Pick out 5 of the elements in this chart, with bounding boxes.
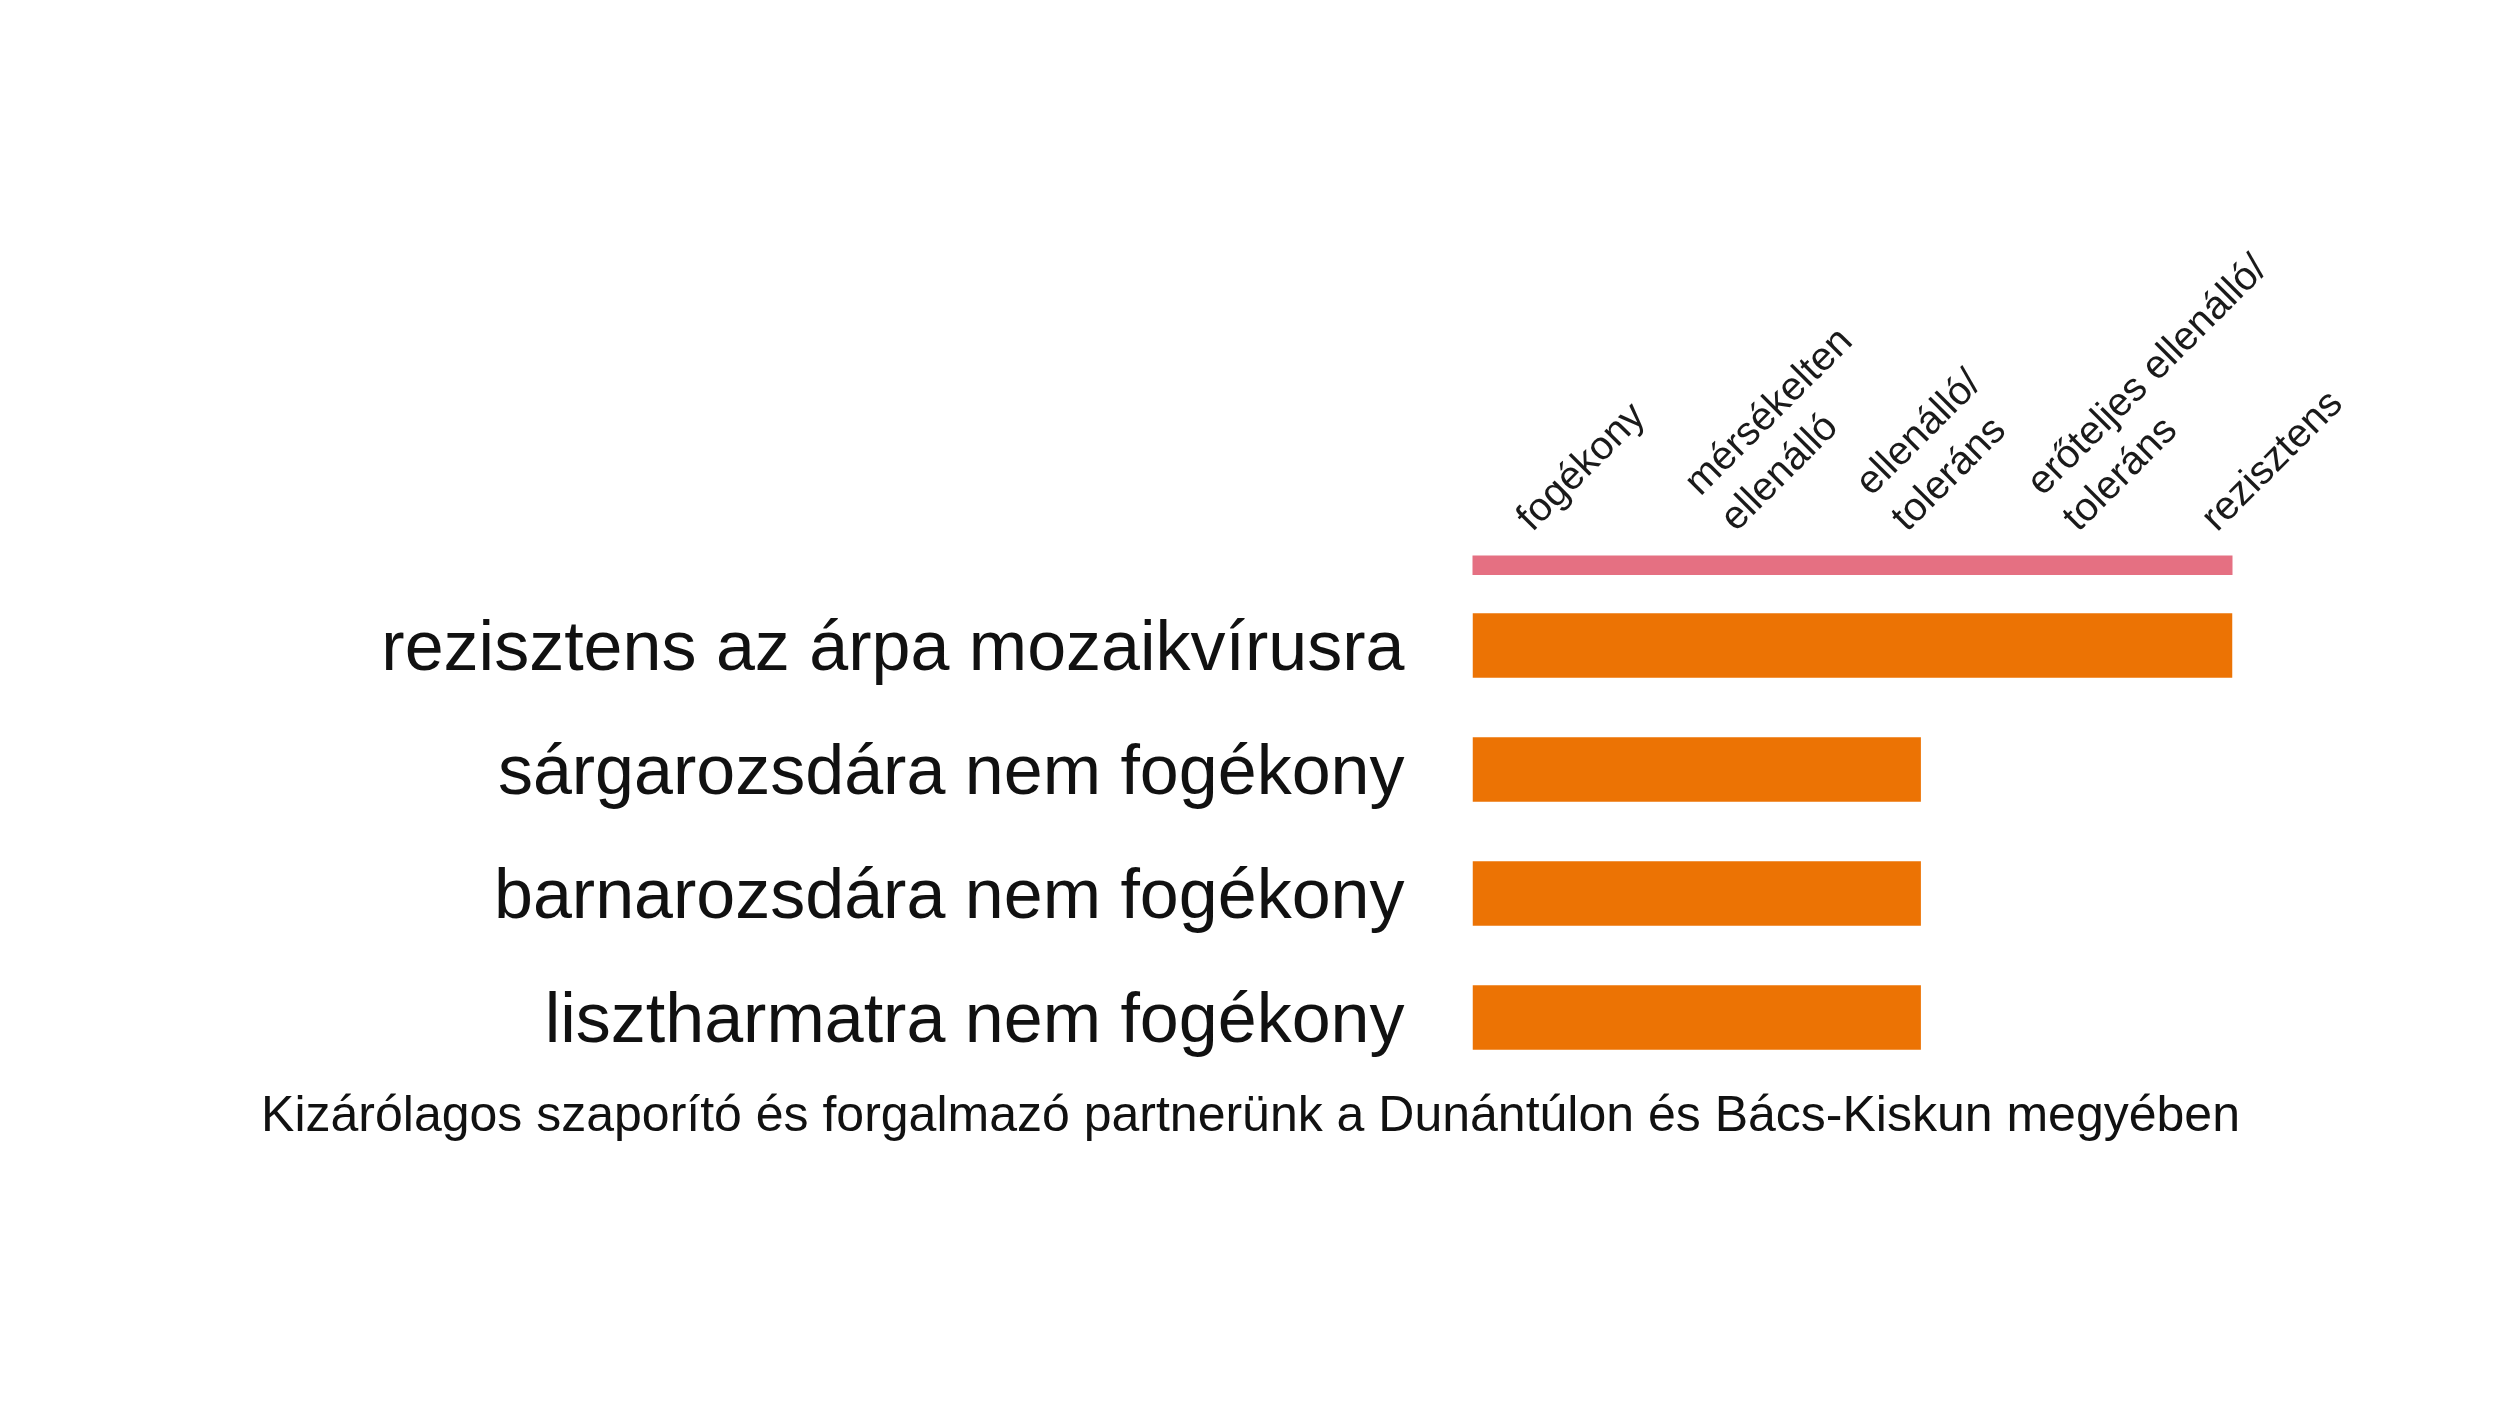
text: Kizárólagos szaporító és forgalmazó partnerünk a Dunántúlon és Bács-Kiskun megyében — [261, 1085, 2240, 1142]
y-tick-label: sárgarozsdára nem fogékony — [497, 730, 1405, 809]
y-tick-label: barnarozsdára nem fogékony — [493, 854, 1405, 933]
y-tick-label: lisztharmatra nem fogékony — [544, 978, 1405, 1057]
y-tick-label: rezisztens az árpa mozaikvírusra — [381, 606, 1405, 685]
